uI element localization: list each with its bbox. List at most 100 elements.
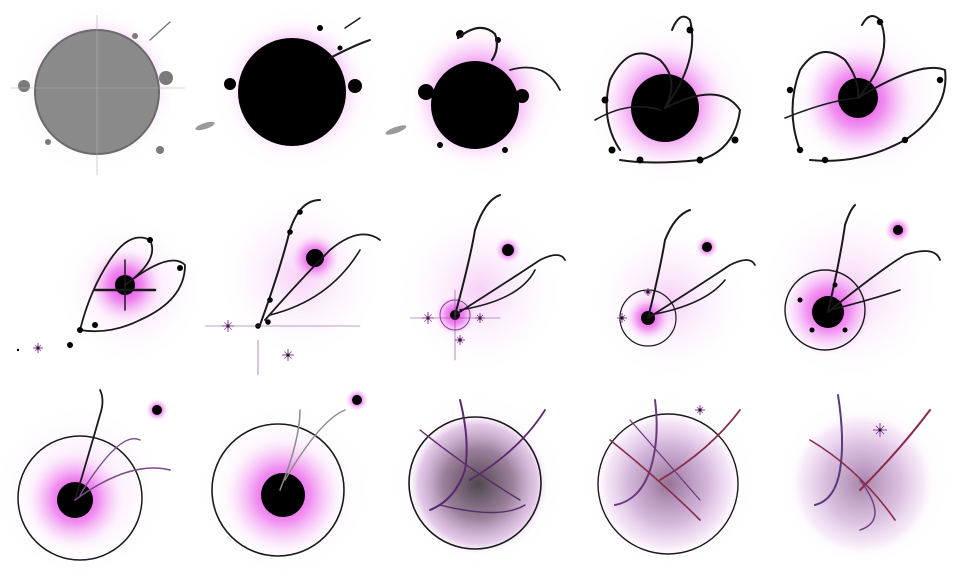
sparkle-star — [455, 335, 465, 345]
particle-dot — [265, 319, 271, 325]
effect-frame-2 — [195, 2, 383, 178]
particle-dot — [306, 249, 324, 267]
tendril-stroke — [269, 249, 361, 316]
shockwave-ring — [597, 413, 739, 555]
tendril-stroke — [454, 194, 501, 316]
tendril-stroke — [284, 409, 346, 481]
particle-dot — [418, 84, 434, 100]
particle-dot — [337, 45, 343, 51]
effect-frame-13 — [388, 390, 568, 570]
particle-dot — [152, 405, 162, 415]
fading-core — [596, 412, 740, 556]
effect-frame-3 — [385, 9, 566, 181]
particle-dot — [297, 209, 303, 215]
sparkle-star — [695, 405, 705, 415]
tendril-stroke — [509, 66, 561, 91]
particle-dot — [796, 146, 804, 154]
sparkle-star — [873, 423, 887, 437]
particle-dot — [502, 147, 508, 153]
particle-dot — [261, 473, 305, 517]
tendril-stroke — [439, 504, 526, 514]
effect-frame-7 — [204, 190, 385, 376]
particle-dot — [731, 136, 739, 144]
particle-dot — [809, 327, 815, 333]
tendril-stroke — [619, 93, 742, 164]
tendril-stroke — [609, 439, 701, 521]
tendril-stroke — [629, 419, 701, 501]
sparkle-star — [33, 343, 43, 353]
particle-dot — [842, 327, 848, 333]
particle-dot — [601, 96, 609, 104]
particle-dot — [352, 395, 362, 405]
tendril-stroke — [859, 409, 931, 491]
particle-dot — [45, 139, 51, 145]
tendril-stroke — [279, 409, 301, 491]
tendril-stroke — [784, 97, 859, 119]
particle-dot — [18, 80, 30, 92]
particle-dot — [159, 71, 173, 85]
particle-dot — [696, 156, 704, 164]
effect-frame-8 — [395, 194, 566, 375]
effect-frame-12 — [197, 388, 373, 576]
particle-dot — [224, 78, 236, 90]
particle-dot — [287, 229, 293, 235]
particle-dot — [515, 89, 529, 103]
tendril-stroke — [74, 389, 104, 501]
tendril-stroke — [647, 209, 691, 319]
sparkle-star — [617, 313, 627, 323]
particle-dot — [156, 146, 164, 154]
tendril-stroke — [74, 467, 171, 501]
tendril-stroke — [664, 15, 694, 109]
particle-dot — [936, 76, 944, 84]
tendril-stroke — [344, 17, 361, 29]
effect-frame-1 — [7, 2, 186, 178]
shockwave-ring — [17, 435, 143, 561]
particle-dot — [92, 322, 98, 328]
particle-dot — [502, 244, 514, 256]
tendril-stroke — [329, 39, 371, 59]
effect-frame-4 — [580, 10, 760, 190]
tendril-stroke — [605, 52, 673, 151]
particle-dot — [147, 237, 153, 243]
particle-dot — [832, 282, 838, 288]
shockwave-ring — [408, 416, 542, 550]
particle-dot — [67, 342, 73, 348]
tendril-stroke — [79, 236, 154, 331]
tendril-stroke — [79, 259, 186, 333]
tendril-stroke — [429, 399, 468, 511]
particle-dot — [821, 156, 829, 164]
tendril-stroke — [79, 438, 141, 496]
tendril-stroke — [454, 254, 566, 316]
particle-dot — [238, 38, 346, 146]
particle-dot — [893, 225, 903, 235]
particle-dot — [786, 86, 794, 94]
tendril-stroke — [814, 394, 844, 506]
tendril-stroke — [459, 269, 536, 311]
shockwave-ring — [211, 423, 345, 557]
tendril-stroke — [827, 250, 941, 313]
effect-frame-14 — [580, 390, 760, 570]
particle-dot — [876, 18, 884, 26]
particle-dot — [348, 79, 362, 93]
tendril-stroke — [149, 21, 171, 41]
particle-dot — [437, 142, 443, 148]
glow-halo — [395, 205, 565, 375]
particle-dot — [797, 297, 803, 303]
particle-dot — [77, 327, 83, 333]
particle-dot — [702, 242, 712, 252]
particle-dot — [16, 348, 20, 352]
tendril-stroke — [614, 399, 658, 506]
particle-dot — [608, 146, 616, 154]
tendril-stroke — [829, 289, 901, 311]
effect-frame-15 — [775, 390, 955, 570]
particle-dot — [177, 265, 183, 271]
effect-frame-5 — [777, 12, 953, 188]
tendril-stroke — [594, 105, 661, 121]
sparkle-star — [644, 288, 652, 296]
tendril-stroke — [649, 279, 726, 316]
particle-dot — [686, 26, 694, 34]
shockwave-ring — [784, 269, 866, 351]
tendril-stroke — [809, 439, 896, 521]
particle-dot — [317, 25, 323, 31]
effect-frame-10 — [758, 198, 942, 382]
